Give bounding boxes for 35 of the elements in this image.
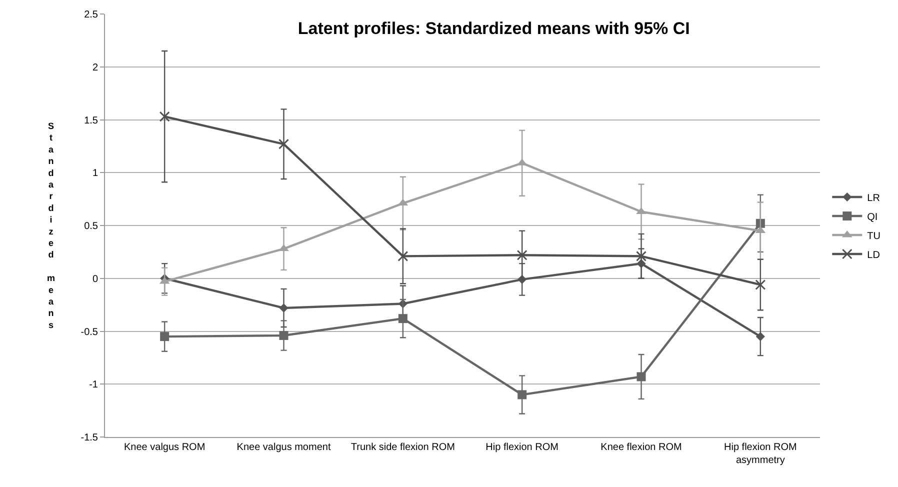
point bbox=[756, 332, 765, 342]
point bbox=[279, 330, 288, 340]
point bbox=[278, 138, 289, 150]
legend-label: LD bbox=[867, 250, 880, 261]
point bbox=[398, 250, 408, 262]
point bbox=[755, 279, 766, 290]
y-tick-label: -1 bbox=[89, 380, 98, 391]
chart-title: Latent profiles: Standardized means with 95% CI bbox=[298, 18, 690, 38]
y-tick-label: -0.5 bbox=[80, 326, 98, 338]
point bbox=[516, 250, 528, 260]
y-tick-label: 2 bbox=[92, 62, 98, 74]
x-tick-label: Hip flexion ROM asymmetry bbox=[724, 442, 797, 466]
legend-label: QI bbox=[867, 212, 878, 223]
point bbox=[279, 303, 288, 313]
point bbox=[159, 111, 170, 122]
legend-label: TU bbox=[867, 230, 880, 242]
y-tick-label: -1.5 bbox=[80, 432, 98, 444]
y-tick-label: 2.5 bbox=[84, 10, 98, 20]
y-tick-label: 1.5 bbox=[84, 115, 98, 126]
x-tick-label: Knee flexion ROM bbox=[600, 442, 682, 453]
point bbox=[398, 314, 408, 324]
point bbox=[636, 250, 646, 262]
x-tick-label: Knee valgus ROM bbox=[124, 442, 206, 453]
point bbox=[518, 390, 527, 400]
y-tick-label: 0.5 bbox=[84, 221, 98, 232]
point bbox=[278, 244, 289, 252]
text: Standardized means bbox=[47, 121, 56, 330]
x-tick-label: Hip flexion ROM bbox=[486, 442, 558, 453]
legend-label: LR bbox=[867, 192, 880, 204]
point bbox=[636, 372, 646, 382]
x-tick-label: Knee valgus moment bbox=[236, 442, 331, 453]
y-tick-label: 1 bbox=[92, 168, 98, 180]
point bbox=[160, 332, 170, 342]
x-tick-label: Trunk side flexion ROM bbox=[350, 442, 455, 453]
y-tick-label: 0 bbox=[92, 274, 98, 285]
